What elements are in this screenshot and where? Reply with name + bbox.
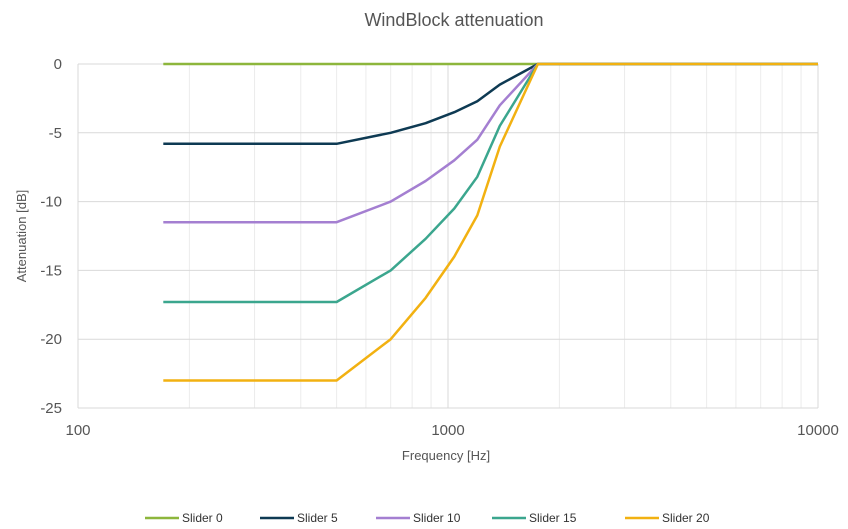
series-line bbox=[163, 62, 818, 146]
x-tick-label: 100 bbox=[65, 422, 90, 439]
series-line bbox=[163, 62, 818, 382]
legend: Slider 0 Slider 5 Slider 10 Slider 15 Slider… bbox=[145, 511, 710, 525]
grid bbox=[77, 63, 819, 409]
y-tick-label: -5 bbox=[49, 125, 62, 142]
y-tick-label: -25 bbox=[40, 400, 62, 417]
y-tick-label: 0 bbox=[54, 56, 62, 73]
chart-title: WindBlock attenuation bbox=[364, 10, 543, 30]
legend-label: Slider 0 bbox=[182, 511, 223, 525]
legend-label: Slider 20 bbox=[662, 511, 710, 525]
y-tick-label: -15 bbox=[40, 262, 62, 279]
series-line bbox=[163, 62, 818, 224]
legend-label: Slider 5 bbox=[297, 511, 338, 525]
series-group bbox=[163, 62, 818, 382]
legend-label: Slider 15 bbox=[529, 511, 577, 525]
y-tick-label: -10 bbox=[40, 194, 62, 211]
series-line bbox=[163, 62, 818, 304]
x-axis-title: Frequency [Hz] bbox=[402, 448, 490, 463]
y-tick-label: -20 bbox=[40, 331, 62, 348]
y-axis-title: Attenuation [dB] bbox=[14, 190, 29, 283]
legend-label: Slider 10 bbox=[413, 511, 461, 525]
x-tick-label: 1000 bbox=[431, 422, 464, 439]
x-tick-label: 10000 bbox=[797, 422, 839, 439]
